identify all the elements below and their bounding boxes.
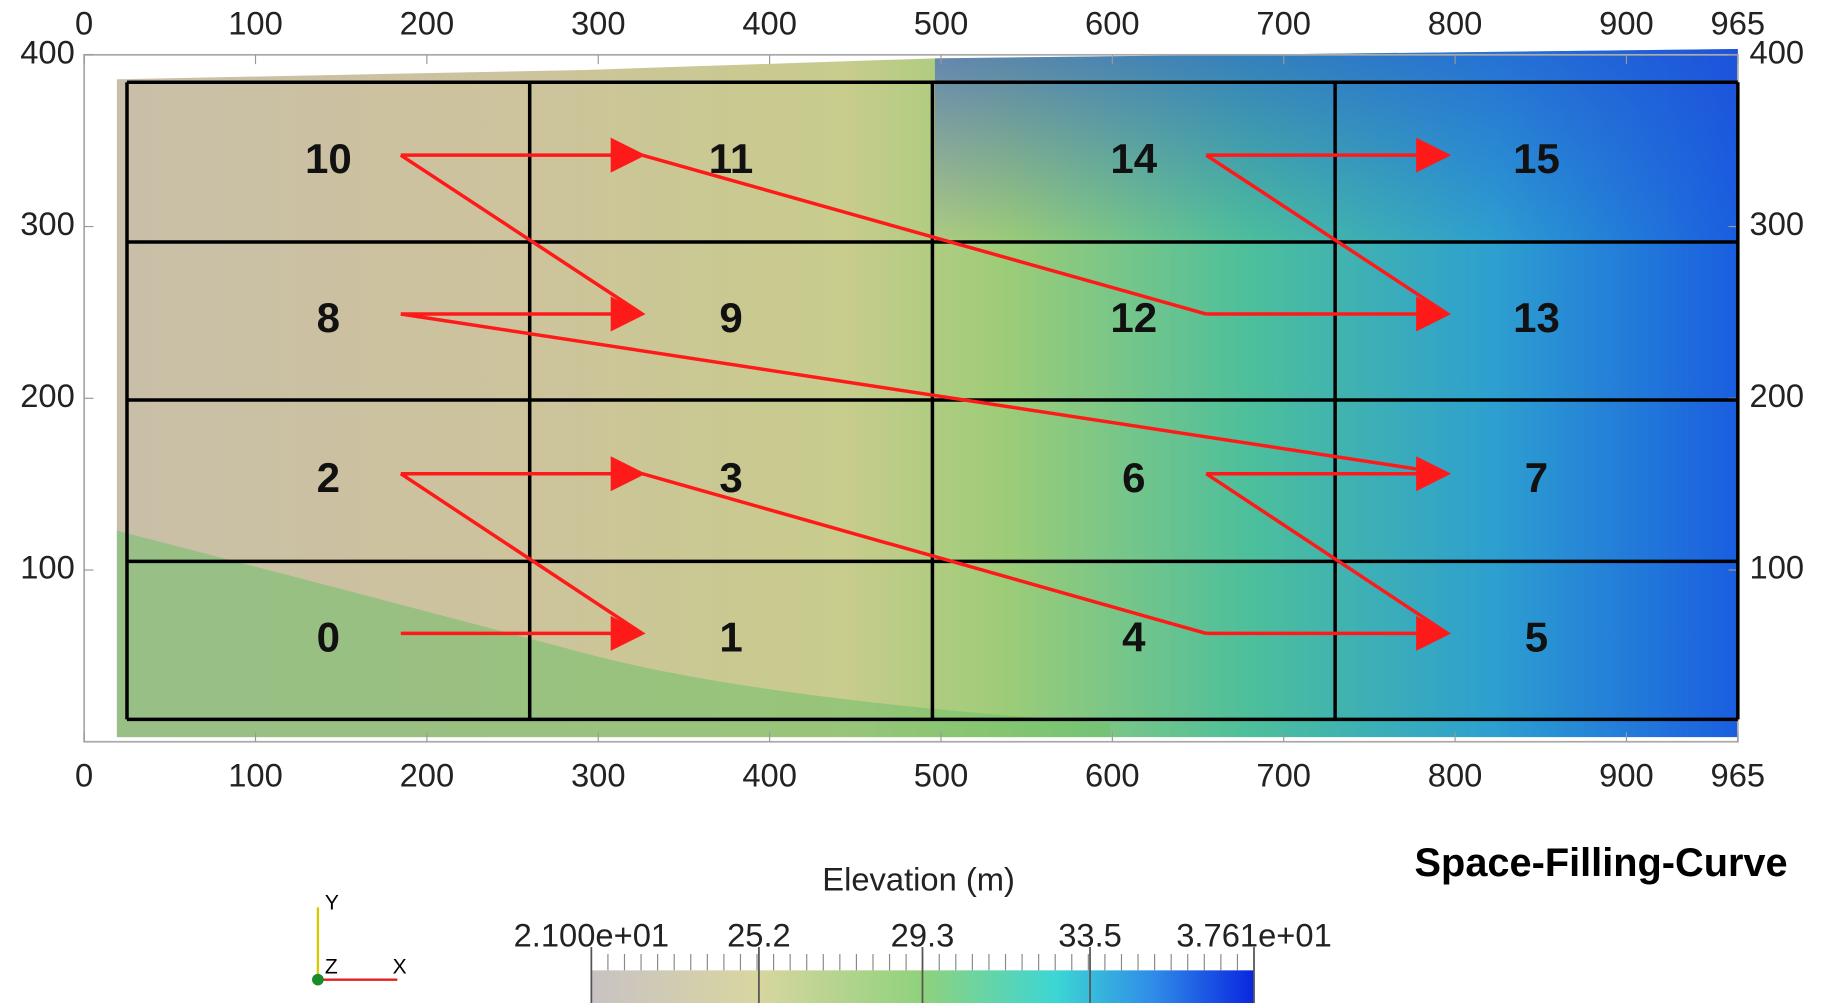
gizmo-z-label: Z <box>325 956 338 979</box>
x-tick-label: 0 <box>75 757 93 794</box>
y-tick-label: 100 <box>1750 549 1805 586</box>
x-tick-label: 900 <box>1599 4 1654 41</box>
cell-label: 4 <box>1122 614 1146 661</box>
x-tick-label: 965 <box>1711 757 1766 794</box>
x-tick-label: 0 <box>75 4 93 41</box>
x-tick-label: 200 <box>400 4 455 41</box>
x-tick-label: 400 <box>742 757 797 794</box>
x-tick-label: 600 <box>1085 757 1140 794</box>
x-tick-label: 500 <box>914 757 969 794</box>
cell-label: 3 <box>719 454 742 501</box>
x-tick-label: 700 <box>1256 4 1311 41</box>
colorbar-tick-label: 3.761e+01 <box>1176 916 1332 953</box>
x-tick-label: 300 <box>571 4 626 41</box>
y-tick-label: 200 <box>1750 377 1805 414</box>
cell-label: 7 <box>1525 454 1548 501</box>
y-tick-label: 400 <box>1750 33 1805 70</box>
chart: Space-Filling-Curve Elevation (m) Y Z X … <box>0 0 1829 1003</box>
x-tick-label: 400 <box>742 4 797 41</box>
x-tick-label: 300 <box>571 757 626 794</box>
x-tick-label: 800 <box>1428 4 1483 41</box>
y-tick-label: 200 <box>20 377 75 414</box>
cell-label: 13 <box>1513 294 1560 341</box>
cell-label: 15 <box>1513 135 1560 182</box>
colorbar-tick-label: 29.3 <box>891 916 955 953</box>
cell-label: 12 <box>1110 294 1157 341</box>
colorbar-title: Elevation (m) <box>822 860 1015 897</box>
gizmo-x-label: X <box>393 956 407 979</box>
colorbar-tick-label: 25.2 <box>727 916 791 953</box>
x-tick-label: 100 <box>228 4 283 41</box>
x-tick-label: 100 <box>228 757 283 794</box>
cell-label: 2 <box>317 454 340 501</box>
cell-label: 10 <box>305 135 352 182</box>
x-tick-label: 500 <box>914 4 969 41</box>
colorbar-tick-label: 2.100e+01 <box>514 916 670 953</box>
cell-label: 9 <box>719 294 742 341</box>
gizmo-y-label: Y <box>325 891 339 914</box>
colorbar-tick-label: 33.5 <box>1058 916 1122 953</box>
cell-label: 14 <box>1110 135 1157 182</box>
cell-label: 5 <box>1525 614 1548 661</box>
y-tick-label: 300 <box>20 205 75 242</box>
y-tick-label: 300 <box>1750 205 1805 242</box>
axes-gizmo: Y Z X <box>312 891 407 985</box>
x-tick-label: 800 <box>1428 757 1483 794</box>
x-tick-label: 700 <box>1256 757 1311 794</box>
y-tick-label: 100 <box>20 549 75 586</box>
cell-label: 1 <box>719 614 742 661</box>
x-tick-label: 600 <box>1085 4 1140 41</box>
page: Space-Filling-Curve Elevation (m) Y Z X … <box>0 0 1829 1003</box>
x-tick-label: 200 <box>400 757 455 794</box>
chart-title: Space-Filling-Curve <box>1415 841 1788 885</box>
cell-label: 8 <box>317 294 340 341</box>
cell-label: 6 <box>1122 454 1145 501</box>
gizmo-z-axis <box>312 974 324 986</box>
cell-label: 0 <box>317 614 340 661</box>
x-tick-label: 900 <box>1599 757 1654 794</box>
y-tick-label: 400 <box>20 33 75 70</box>
